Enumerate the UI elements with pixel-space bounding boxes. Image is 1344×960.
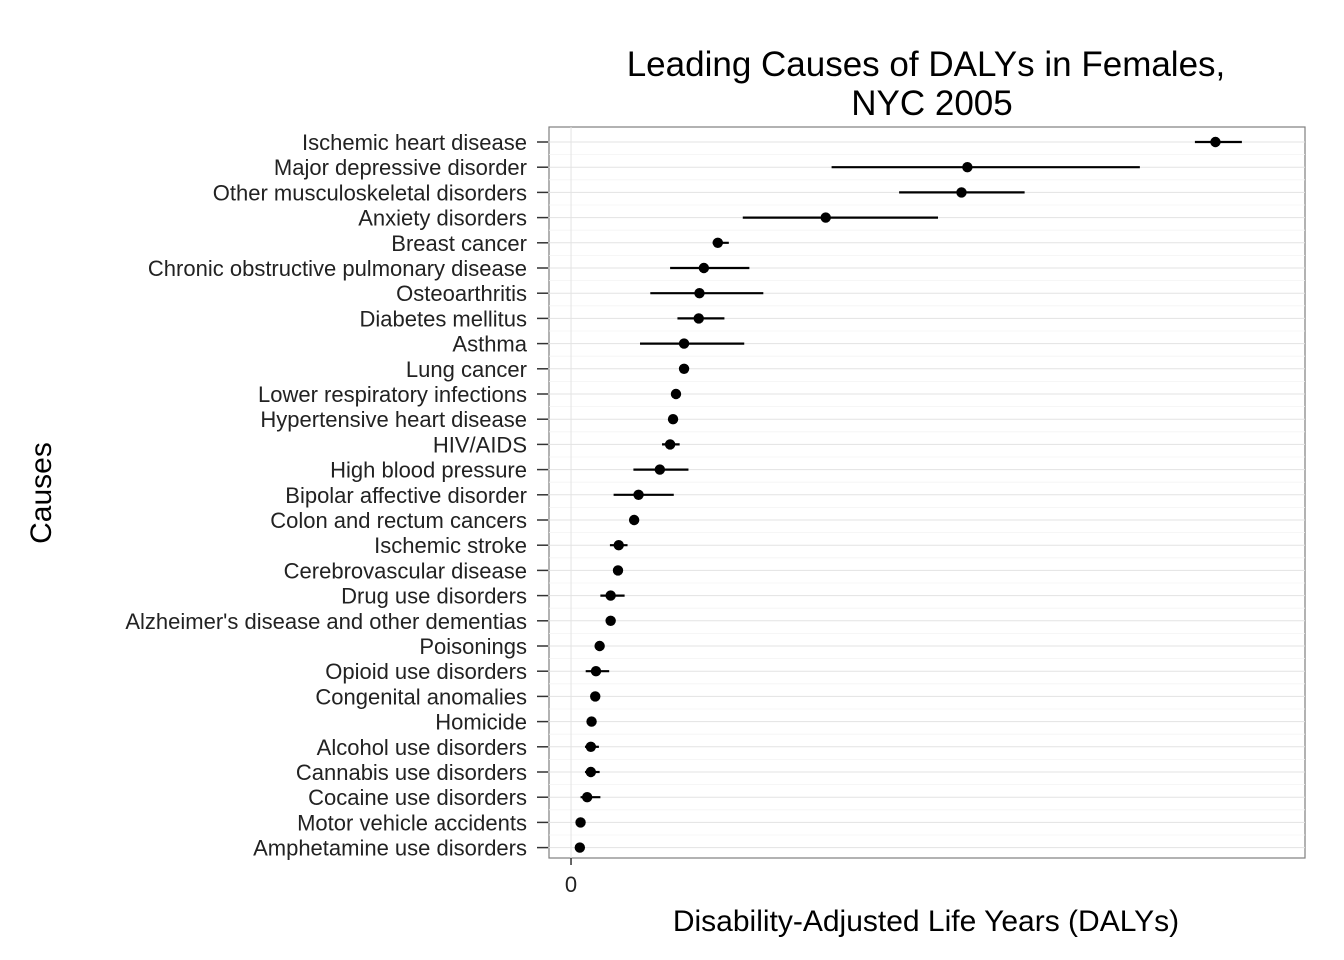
- data-point: [667, 414, 679, 425]
- plot-panel: [548, 126, 1306, 859]
- y-tick-label: Alzheimer's disease and other dementias: [125, 609, 527, 634]
- y-tick-label: Diabetes mellitus: [359, 306, 527, 331]
- grid-lines: [549, 127, 1305, 858]
- data-point: [670, 388, 682, 400]
- x-tick-label: 0: [565, 872, 577, 897]
- data-point: [594, 640, 605, 652]
- data-point: [628, 514, 640, 526]
- y-tick-label: Major depressive disorder: [274, 155, 527, 180]
- y-tick-label: Ischemic stroke: [374, 533, 527, 558]
- y-tick-label: HIV/AIDS: [433, 432, 527, 457]
- data-point: [698, 262, 710, 274]
- data-point: [605, 590, 616, 601]
- chart-subtitle: NYC 2005: [851, 84, 1012, 123]
- data-point: [590, 691, 601, 702]
- y-tick-label: Hypertensive heart disease: [260, 407, 527, 432]
- y-tick-label: Cannabis use disorders: [296, 760, 527, 785]
- y-tick-label: Breast cancer: [391, 231, 527, 256]
- data-point: [581, 792, 593, 803]
- y-tick-label: Chronic obstructive pulmonary disease: [148, 256, 527, 281]
- data-point: [678, 363, 690, 374]
- data-point: [605, 615, 616, 626]
- y-tick-label: Poisonings: [419, 634, 527, 659]
- y-tick-label: Ischemic heart disease: [302, 130, 527, 155]
- data-point: [585, 766, 597, 778]
- y-tick-label: Anxiety disorders: [358, 206, 527, 231]
- y-tick-label: Lower respiratory infections: [258, 382, 527, 407]
- y-tick-label: Cocaine use disorders: [308, 785, 527, 810]
- data-point: [654, 464, 666, 475]
- y-tick-label: Colon and rectum cancers: [270, 508, 527, 533]
- data-point: [693, 313, 704, 324]
- chart-title: Leading Causes of DALYs in Females,: [627, 45, 1226, 84]
- data-point: [678, 338, 690, 349]
- y-tick-label: Amphetamine use disorders: [253, 836, 527, 861]
- y-tick-label: Osteoarthritis: [396, 281, 527, 306]
- data-point: [694, 288, 705, 299]
- x-axis-title: Disability-Adjusted Life Years (DALYs): [673, 905, 1179, 938]
- data-point: [712, 237, 724, 248]
- y-tick-label: Alcohol use disorders: [317, 735, 527, 760]
- y-tick-label: High blood pressure: [330, 458, 527, 483]
- data-point: [586, 716, 597, 727]
- y-tick-label: Cerebrovascular disease: [284, 558, 527, 583]
- data-point: [664, 439, 676, 450]
- y-tick-label: Homicide: [435, 710, 527, 735]
- data-point: [612, 565, 624, 576]
- y-tick-label: Lung cancer: [406, 357, 527, 382]
- data-point: [820, 212, 831, 223]
- y-tick-label: Asthma: [452, 332, 527, 357]
- y-tick-label: Other musculoskeletal disorders: [213, 180, 527, 205]
- y-tick-label: Motor vehicle accidents: [297, 810, 527, 835]
- y-tick-label: Bipolar affective disorder: [285, 483, 527, 508]
- data-point: [575, 817, 586, 828]
- data-point: [1210, 136, 1221, 148]
- data-point: [574, 842, 586, 853]
- x-axis: 0: [565, 858, 577, 897]
- y-axis-title: Causes: [25, 442, 58, 544]
- y-tick-label: Drug use disorders: [341, 584, 527, 609]
- y-tick-label: Opioid use disorders: [325, 659, 527, 684]
- data-points: [574, 136, 1221, 853]
- data-point: [633, 489, 644, 500]
- data-point: [962, 162, 973, 173]
- y-tick-label: Congenital anomalies: [315, 684, 527, 709]
- data-point: [590, 666, 602, 677]
- data-point: [585, 741, 597, 752]
- data-point: [956, 187, 967, 198]
- data-point: [613, 540, 624, 551]
